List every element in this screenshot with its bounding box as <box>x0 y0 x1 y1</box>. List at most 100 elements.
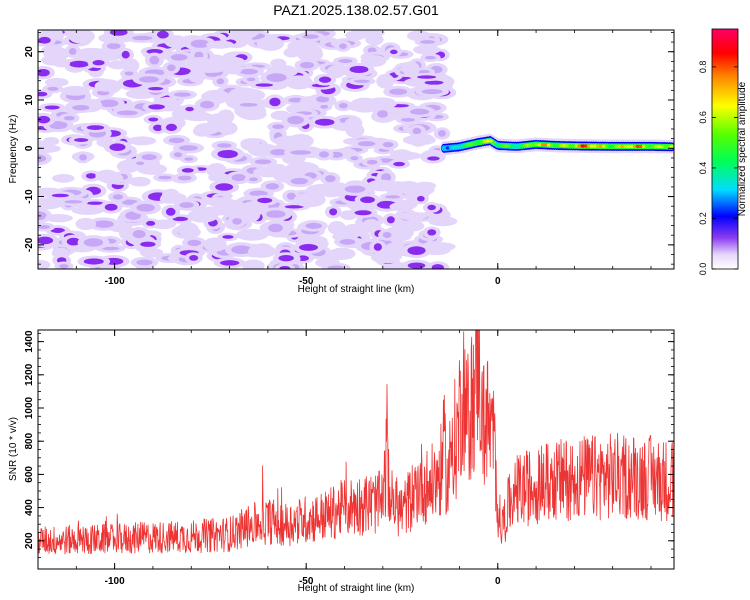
spectrogram-noise-cell <box>327 265 345 269</box>
spectrogram-noise-cell <box>185 106 194 112</box>
spectrogram-noise-cell <box>249 177 258 182</box>
spectrogram-noise-cell <box>38 36 51 44</box>
spectrogram-noise-halo <box>329 247 356 260</box>
spectrogram-track-core <box>589 144 595 148</box>
spectrogram-noise-cell <box>215 183 234 191</box>
spectrogram-noise-cell <box>279 265 291 269</box>
spectrogram-noise-cell <box>184 157 194 161</box>
spectrogram-noise-halo <box>128 176 151 187</box>
spectrogram-noise-cell <box>79 154 87 161</box>
spectrogram-noise-cell <box>305 222 323 229</box>
spectrogram-noise-cell <box>231 245 252 254</box>
spectrogram-track-core <box>488 139 494 143</box>
spectrogram-noise-cell <box>338 102 348 109</box>
spectrogram-noise-halo <box>397 211 428 221</box>
spectrogram-noise-cell <box>320 104 329 109</box>
spectrogram-noise-cell <box>257 197 273 204</box>
spectrogram-noise-cell <box>431 264 444 269</box>
spectrogram-noise-cell <box>124 71 134 76</box>
spectrogram-noise-cell <box>366 159 378 165</box>
colorbar: 0.0 0.2 0.4 0.6 0.8 Normalized spectral ampl… <box>698 28 748 275</box>
x-tick-label: -50 <box>299 576 314 587</box>
snr-x-axis-label: Height of straight line (km) <box>298 583 415 594</box>
spectrogram-noise-cell <box>381 173 392 182</box>
spectrogram-track-core <box>586 144 592 148</box>
spectrogram-noise-halo <box>75 47 109 58</box>
y-tick-label: 20 <box>24 46 35 58</box>
colorbar-tick-label: 0.8 <box>698 61 708 74</box>
spectrogram-noise-cell <box>338 59 353 64</box>
spectrogram-noise-cell <box>47 86 59 91</box>
spectrogram-noise-cell <box>73 138 89 142</box>
spectrogram-noise-cell <box>232 218 242 225</box>
spectrogram-track-core <box>562 144 567 148</box>
spectrogram-noise-cell <box>286 192 296 200</box>
y-tick-label: 10 <box>24 94 35 106</box>
spectrogram-track-core <box>638 144 644 148</box>
spectrogram-noise-cell <box>420 40 435 44</box>
spectrogram-noise-cell <box>254 159 272 165</box>
spectrogram-track-core <box>620 144 625 148</box>
spectrogram-noise-cell <box>139 76 159 83</box>
spectrogram-noise-cell <box>189 255 199 261</box>
spectrogram-noise-halo <box>38 259 51 269</box>
spectrogram-noise-cell <box>438 130 446 137</box>
spectrogram-track-core <box>580 144 586 148</box>
spectrogram-noise-cell <box>179 202 194 208</box>
spectrogram-noise-cell <box>290 177 309 185</box>
spectrogram-noise-cell <box>349 65 369 74</box>
spectrogram-noise-cell <box>50 227 65 233</box>
spectrogram-noise-cell <box>407 246 426 256</box>
spectrogram-noise-cell <box>112 194 124 200</box>
spectrogram-track-core <box>632 144 638 148</box>
spectrogram-track-core <box>626 144 631 148</box>
spectrogram-noise-cell <box>344 185 366 193</box>
spectrogram-noise-cell <box>249 190 268 197</box>
spectrogram-noise-cell <box>265 183 280 190</box>
spectrogram-track-core <box>654 144 659 149</box>
snr-series-line <box>38 330 674 555</box>
y-tick-label: 200 <box>24 532 35 549</box>
spectrogram-track-core <box>553 143 558 147</box>
spectrogram-noise-cell <box>270 149 287 156</box>
spectrogram-noise-halo <box>44 213 73 223</box>
spectrogram-noise-cell <box>377 110 388 118</box>
spectrogram-noise-halo <box>186 57 213 71</box>
colorbar-ticks: 0.0 0.2 0.4 0.6 0.8 <box>698 61 738 275</box>
spectrogram-noise-halo <box>139 247 164 258</box>
spectrogram-noise-cell <box>299 61 314 69</box>
spectrogram-noise-cell <box>407 262 426 269</box>
spectrogram-noise-cell <box>66 237 81 246</box>
spectrogram-noise-halo <box>332 122 363 132</box>
spectrogram-noise-halo <box>345 101 371 111</box>
spectrogram-noise-halo <box>217 109 235 124</box>
spectrogram-noise-cell <box>389 88 408 95</box>
x-tick-label: 0 <box>495 576 501 587</box>
y-tick-label: 800 <box>24 432 35 449</box>
spectrogram-noise-cell <box>314 118 335 126</box>
spectrogram-noise-cell <box>302 34 319 39</box>
spectrogram-track-core <box>602 144 607 148</box>
spectrogram-noise-halo <box>247 245 277 258</box>
spectrogram-noise-cell <box>382 142 394 148</box>
spectrogram-noise-halo <box>413 44 441 55</box>
spectrogram-noise-cell <box>410 108 430 115</box>
spectrogram-noise-cell <box>217 149 238 159</box>
spectrogram-noise-cell <box>149 55 160 65</box>
spectrogram-noise-halo <box>365 34 384 46</box>
spectrogram-noise-cell <box>85 173 97 179</box>
spectrogram-noise-cell <box>417 195 425 202</box>
x-tick-label: 0 <box>495 276 501 287</box>
spectrogram-noise-cell <box>64 200 83 204</box>
spectrogram-noise-cell <box>83 258 104 265</box>
spectrogram-noise-cell <box>38 225 51 229</box>
spectrogram-noise-cell <box>51 193 69 198</box>
spectrogram-noise-cell <box>179 145 198 151</box>
spectrogram-noise-cell <box>38 211 47 221</box>
spectrogram-noise-halo <box>52 173 75 183</box>
spectrogram-noise-halo <box>293 192 326 208</box>
spectrogram-noise-halo <box>208 173 231 182</box>
spectrogram-noise-halo <box>206 40 234 49</box>
spectrogram-noise-cell <box>373 243 382 251</box>
